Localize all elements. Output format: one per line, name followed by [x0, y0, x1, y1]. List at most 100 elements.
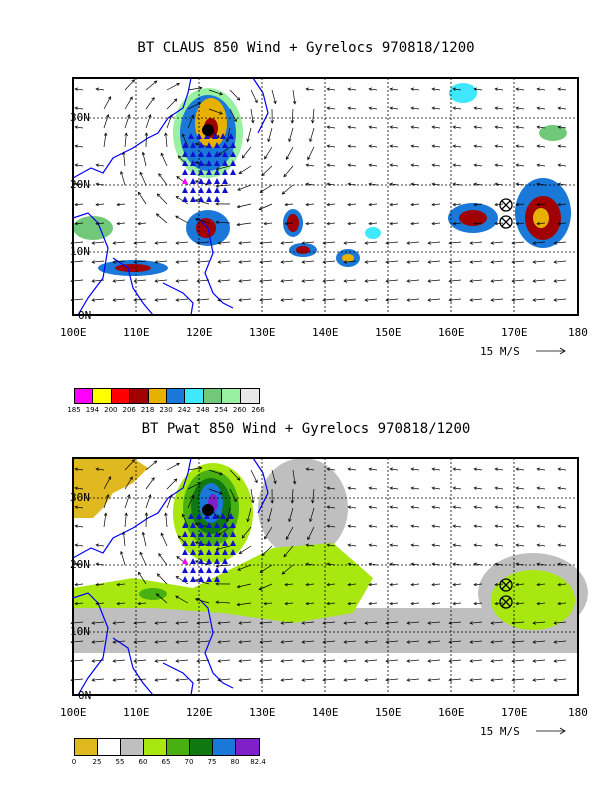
wind-arrow: [348, 583, 357, 586]
wind-arrow-head: [194, 598, 199, 602]
gyre-triangle: [190, 522, 196, 528]
wind-arrow: [113, 279, 126, 282]
wind-arrow: [365, 260, 378, 263]
wind-arrow: [344, 621, 357, 624]
colorbar-label: 60: [138, 758, 148, 766]
wind-arrow: [259, 203, 273, 210]
wind-arrow-head: [557, 505, 562, 509]
bottom-pwat-shading: [73, 458, 588, 653]
wind-arrow-head: [494, 486, 499, 490]
gyre-triangle: [220, 513, 226, 519]
top-lat-label: 10N: [70, 245, 90, 258]
colorbar-swatch: [213, 739, 236, 755]
wind-arrow-head: [469, 260, 473, 264]
wind-arrow: [229, 469, 240, 481]
wind-arrow-head: [284, 221, 288, 226]
wind-arrow: [237, 564, 252, 571]
wind-arrow: [239, 621, 252, 624]
colorbar-label: 82.4: [250, 758, 266, 766]
wind-arrow-head: [158, 553, 162, 557]
wind-arrow-head: [280, 241, 284, 245]
wind-arrow-head: [490, 678, 494, 682]
gyre-triangle: [182, 540, 188, 546]
wind-arrow: [428, 298, 441, 301]
wind-arrow-head: [237, 187, 241, 191]
wind-arrow-head: [389, 486, 394, 490]
wind-arrow-head: [473, 163, 478, 167]
wind-arrow-head: [427, 678, 431, 682]
gyre-triangle: [182, 549, 188, 555]
wind-arrow-head: [452, 87, 457, 91]
wind-arrow: [348, 222, 357, 225]
wind-arrow-head: [431, 562, 436, 566]
gyre-triangle: [198, 196, 204, 202]
wind-arrow: [390, 468, 399, 471]
wind-arrow-head: [557, 467, 562, 471]
wind-arrow-head: [292, 480, 297, 485]
wind-arrow: [369, 126, 378, 129]
wind-arrow: [453, 88, 462, 91]
wind-arrow: [516, 107, 525, 110]
colorbar-swatch: [203, 389, 223, 403]
wind-arrow: [75, 563, 84, 566]
wind-arrow-head: [74, 163, 79, 167]
wind-arrow-head: [124, 512, 128, 516]
wind-arrow: [187, 114, 194, 129]
wind-arrow-head: [515, 144, 520, 148]
wind-arrow: [474, 183, 483, 186]
gyre-triangle: [214, 178, 220, 184]
wind-arrow: [260, 659, 273, 662]
wind-arrow: [327, 145, 336, 148]
wind-arrow: [491, 241, 504, 244]
wind-arrow: [218, 621, 231, 624]
wind-arrow-head: [196, 298, 200, 302]
gyre-triangle: [212, 513, 218, 519]
wind-arrow: [282, 184, 294, 195]
wind-arrow: [260, 279, 273, 282]
wind-arrow: [474, 468, 483, 471]
top-lon-label: 180: [568, 326, 588, 339]
wind-arrow-head: [469, 678, 473, 682]
wind-arrow: [327, 183, 336, 186]
wind-arrow-head: [473, 524, 478, 528]
wind-arrow: [155, 241, 168, 244]
bottom-gyre-markers: [499, 578, 513, 609]
wind-arrow: [323, 621, 336, 624]
wind-arrow-head: [95, 543, 100, 547]
colorbar-swatch: [111, 389, 131, 403]
wind-arrow-head: [347, 543, 352, 547]
wind-arrow-head: [112, 260, 116, 264]
wind-arrow-head: [194, 579, 199, 583]
wind-arrow: [75, 487, 84, 490]
wind-arrow: [302, 279, 315, 282]
wind-arrow-head: [389, 582, 393, 587]
wind-arrow-head: [469, 279, 473, 283]
wind-arrow: [537, 183, 546, 186]
wind-arrow: [120, 551, 126, 566]
colorbar-swatch: [166, 389, 186, 403]
wind-arrow-head: [389, 87, 394, 91]
wind-arrow: [197, 298, 210, 301]
wind-arrow-head: [105, 494, 110, 498]
wind-arrow-head: [301, 621, 305, 625]
wind-arrow: [187, 482, 201, 490]
gyre-triangle: [222, 540, 228, 546]
wind-arrow: [323, 241, 336, 244]
wind-arrow-head: [238, 621, 242, 625]
wind-arrow: [470, 279, 483, 282]
wind-arrow-head: [452, 144, 457, 148]
wind-arrow: [537, 203, 546, 206]
wind-arrow-head: [155, 593, 160, 597]
wind-arrow-head: [494, 106, 499, 110]
wind-arrow: [348, 563, 357, 566]
wind-arrow-head: [311, 500, 315, 504]
wind-arrow-head: [120, 550, 124, 555]
bottom-lon-label: 100E: [60, 706, 87, 719]
wind-arrow: [470, 678, 483, 681]
wind-arrow-head: [494, 562, 499, 566]
wind-arrow: [92, 260, 105, 263]
colorbar-label: 218: [140, 406, 155, 414]
wind-arrow: [237, 602, 252, 606]
wind-arrow-head: [368, 125, 373, 129]
gyre-triangle: [182, 558, 188, 564]
